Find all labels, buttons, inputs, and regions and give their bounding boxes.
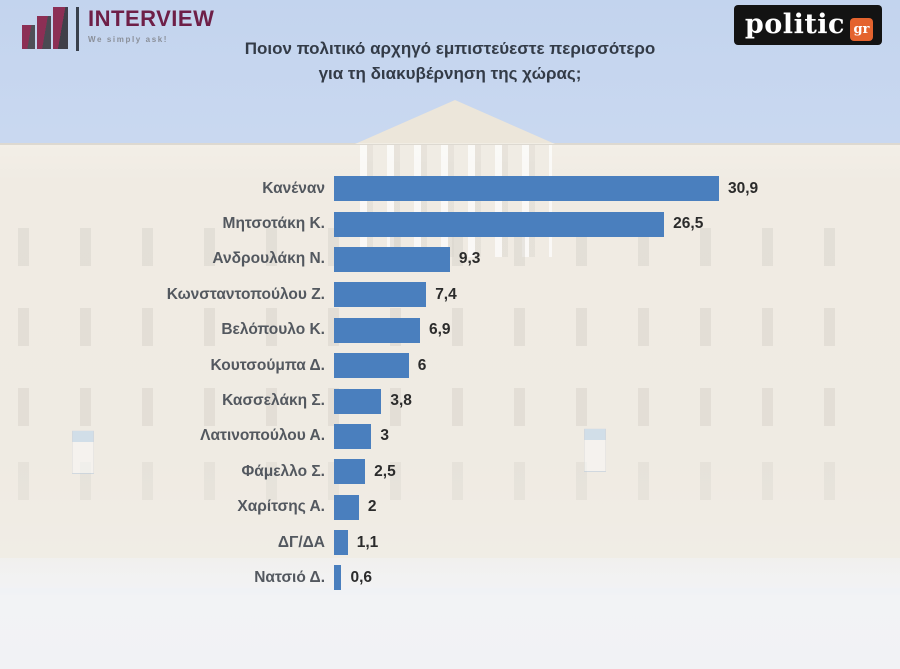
- category-label: Νατσιό Δ.: [254, 568, 325, 586]
- value-label: 2,5: [374, 462, 396, 480]
- chart-row: Κανέναν 30,9: [148, 171, 758, 206]
- category-label: Κασσελάκη Σ.: [222, 392, 325, 410]
- chart-row: Νατσιό Δ. 0,6: [148, 560, 758, 595]
- chart-row: Χαρίτσης Α. 2: [148, 490, 758, 525]
- category-label: ΔΓ/ΔΑ: [277, 533, 325, 551]
- category-label: Φάμελλο Σ.: [241, 462, 325, 480]
- bar: [334, 459, 366, 485]
- value-label: 6,9: [428, 321, 451, 339]
- chart-row: Φάμελλο Σ. 2,5: [148, 454, 758, 489]
- value-label: 1,1: [356, 533, 379, 551]
- bar: [334, 211, 665, 237]
- interview-logo: INTERVIEW We simply ask!: [22, 6, 214, 52]
- value-label: 9,3: [458, 250, 481, 268]
- category-label: Κανέναν: [262, 179, 325, 197]
- value-label: 6: [417, 356, 427, 374]
- category-label: Κουτσούμπα Δ.: [210, 356, 325, 374]
- value-label: 3,8: [390, 392, 412, 410]
- chart-row: Κουτσούμπα Δ. 6: [148, 348, 758, 383]
- value-label: 26,5: [673, 215, 704, 233]
- category-label: Ανδρουλάκη Ν.: [212, 250, 325, 268]
- bar: [334, 282, 427, 308]
- bar: [334, 246, 450, 272]
- bar: [334, 494, 359, 520]
- value-label: 3: [380, 427, 389, 445]
- parliament-window-row: [18, 462, 882, 500]
- chart-row: Μητσοτάκη Κ. 26,5: [148, 206, 758, 241]
- value-label: 7,4: [435, 285, 457, 303]
- bar: [334, 530, 348, 556]
- logo-divider: [76, 7, 79, 51]
- chart-row: Ανδρουλάκη Ν. 9,3: [148, 242, 758, 277]
- value-label: 0,6: [350, 568, 373, 586]
- politic-gr-logo: politic gr: [733, 5, 882, 45]
- brand-name: INTERVIEW: [88, 6, 215, 31]
- bar: [334, 388, 382, 414]
- brand-tagline: We simply ask!: [88, 35, 169, 44]
- chart-title-line1: Ποιον πολιτικό αρχηγό εμπιστεύεστε περισ…: [244, 39, 656, 58]
- bar: [334, 565, 342, 591]
- plaza-foreground: [0, 558, 900, 669]
- parliament-window-row: [18, 388, 882, 426]
- bar: [334, 176, 719, 202]
- chart-row: Λατινοπούλου Α. 3: [148, 419, 758, 454]
- bar: [334, 317, 420, 343]
- guard-booth: [584, 428, 606, 472]
- value-label: 2: [367, 498, 377, 516]
- bar-chart-logo-icon: [22, 6, 72, 52]
- value-label: 30,9: [728, 179, 759, 197]
- chart-row: Κασσελάκη Σ. 3,8: [148, 383, 758, 418]
- category-label: Βελόπουλο Κ.: [221, 321, 325, 339]
- chart-row: Βελόπουλο Κ. 6,9: [148, 313, 758, 348]
- category-label: Χαρίτσης Α.: [237, 498, 325, 516]
- parliament-window-row: [18, 308, 882, 346]
- bar: [334, 423, 372, 449]
- guard-booth: [72, 430, 94, 474]
- publisher-name: politic: [744, 9, 845, 40]
- chart-title: Ποιον πολιτικό αρχηγό εμπιστεύεστε περισ…: [170, 36, 730, 86]
- bar-chart: Κανέναν 30,9 Μητσοτάκη Κ. 26,5 Ανδρουλάκη Ν.…: [148, 171, 758, 596]
- chart-row: Κωνσταντοπούλου Ζ. 7,4: [148, 277, 758, 312]
- chart-title-line2: για τη διακυβέρνηση της χώρας;: [318, 64, 582, 83]
- category-label: Λατινοπούλου Α.: [200, 427, 325, 445]
- bar: [334, 353, 409, 379]
- publisher-gr-badge: gr: [850, 17, 873, 41]
- category-label: Κωνσταντοπούλου Ζ.: [166, 285, 325, 303]
- category-label: Μητσοτάκη Κ.: [222, 215, 325, 233]
- chart-row: ΔΓ/ΔΑ 1,1: [148, 525, 758, 560]
